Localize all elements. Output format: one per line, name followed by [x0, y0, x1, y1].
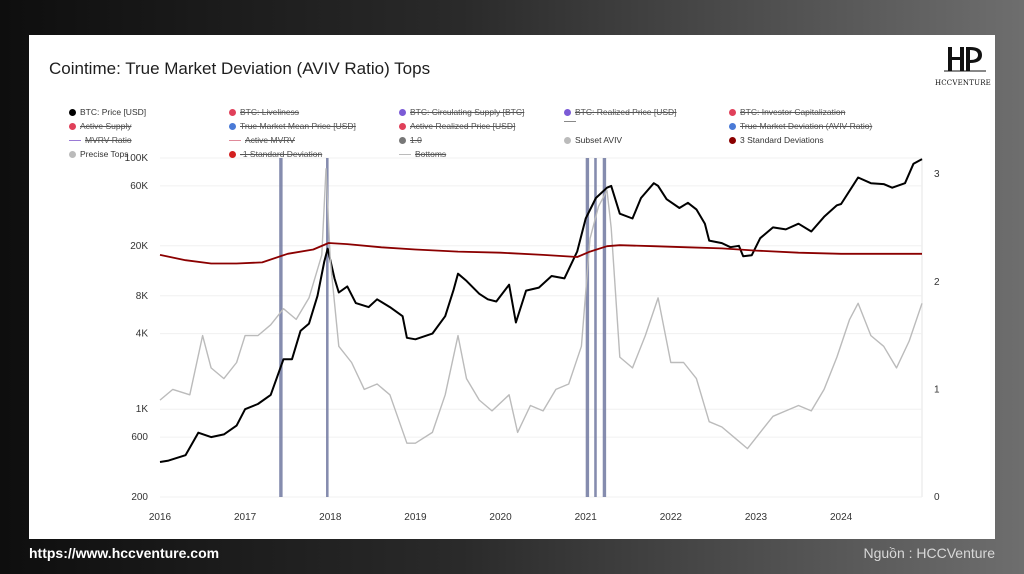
legend-label: Subset AVIV [575, 135, 623, 145]
x-tick-label: 2017 [234, 512, 257, 523]
legend-marker-icon [399, 108, 406, 116]
precise-top-band [279, 158, 283, 497]
legend-marker-icon [729, 122, 736, 130]
legend-item[interactable]: Active Supply [69, 121, 132, 131]
legend-label: BTC: Realized Price [USD] [575, 107, 677, 117]
precise-tops [279, 158, 607, 497]
chart-legend: BTC: Price [USD] BTC: Liveliness BTC: Circ… [69, 107, 929, 163]
legend-item[interactable]: Bottoms [399, 149, 446, 159]
grid [160, 157, 923, 498]
y-right-tick-label: 2 [934, 277, 940, 288]
legend-marker-icon [399, 122, 406, 130]
series-line [159, 158, 923, 463]
series-line [159, 168, 923, 450]
legend-label: BTC: Liveliness [240, 107, 300, 117]
x-tick-label: 2016 [149, 512, 172, 523]
y-left-tick-label: 60K [130, 181, 148, 192]
legend-label: BTC: Investor Capitalization [740, 107, 846, 117]
x-tick-label: 2019 [404, 512, 427, 523]
legend-label: MVRV Ratio [85, 135, 132, 145]
legend-marker-icon [69, 139, 81, 141]
y-left-tick-label: 20K [130, 241, 148, 252]
legend-label: 3 Standard Deviations [740, 135, 824, 145]
precise-top-band [602, 158, 607, 497]
brand-logo [944, 47, 986, 72]
y-left-tick-label: 600 [131, 432, 148, 443]
legend-marker-icon [229, 122, 236, 130]
brand-logo-text: HCCVENTURE [934, 79, 991, 87]
legend-marker-icon [69, 122, 76, 130]
legend-marker-icon [69, 150, 76, 158]
legend-item[interactable]: BTC: Realized Price [USD] [564, 107, 677, 117]
legend-label: Precise Tops [80, 149, 129, 159]
legend-marker-icon [564, 136, 571, 144]
chart-plot: 100K 60K 20K 8K 4K 1K 600 200 3 2 1 0 2016 2017 2018 20… [125, 153, 940, 523]
series-line [159, 242, 922, 265]
x-tick-label: 2023 [745, 512, 768, 523]
legend-label: Active Realized Price [USD] [410, 121, 516, 131]
chart-title: Cointime: True Market Deviation (AVIV Ra… [49, 59, 431, 78]
legend-marker-icon [729, 136, 736, 144]
x-tick-label: 2022 [660, 512, 683, 523]
legend-label: BTC: Circulating Supply [BTC] [410, 107, 525, 117]
legend-item[interactable]: MVRV Ratio [69, 135, 132, 145]
legend-item[interactable]: True Market Mean Price [USD] [229, 121, 356, 131]
legend-label: Bottoms [415, 149, 447, 159]
footer-source: Nguồn : HCCVenture [863, 545, 995, 561]
legend-label: Active Supply [80, 121, 132, 131]
legend-marker-icon [229, 108, 236, 116]
legend-label: BTC: Price [USD] [80, 107, 147, 117]
legend-item[interactable]: Active Realized Price [USD] [399, 121, 515, 131]
y-left-tick-label: 200 [131, 492, 148, 503]
y-left-tick-label: 1K [136, 404, 149, 415]
legend-item[interactable]: True Market Deviation (AVIV Ratio) [729, 121, 872, 131]
legend-marker-icon [564, 121, 576, 122]
legend-marker-icon [564, 108, 571, 116]
x-tick-label: 2024 [830, 512, 853, 523]
legend-marker-icon [229, 150, 236, 158]
legend-marker-icon [69, 108, 76, 116]
legend-item[interactable]: BTC: Investor Capitalization [729, 107, 845, 117]
y-left-tick-label: 8K [136, 291, 149, 302]
y-right-tick-label: 3 [934, 169, 940, 180]
legend-item[interactable]: Subset AVIV [564, 135, 622, 145]
precise-top-band [594, 158, 597, 497]
chart-card: 100K 60K 20K 8K 4K 1K 600 200 3 2 1 0 2016 2017 2018 20… [29, 35, 995, 539]
legend-item[interactable]: BTC: Liveliness [229, 107, 299, 117]
precise-top-band [585, 158, 590, 497]
legend-label: True Market Mean Price [USD] [240, 121, 356, 131]
legend-marker-icon [229, 139, 241, 141]
y-left-tick-label: 4K [136, 329, 149, 340]
legend-label: -1 Standard Deviation [240, 149, 323, 159]
legend-item[interactable]: BTC: Circulating Supply [BTC] [399, 107, 524, 117]
legend-label: Active MVRV [245, 135, 295, 145]
legend-label: 1.0 [410, 135, 422, 145]
footer-url[interactable]: https://www.hccventure.com [29, 545, 220, 561]
precise-top-band [326, 158, 329, 497]
legend-item[interactable]: Active MVRV [229, 135, 295, 145]
legend-marker-icon [399, 136, 406, 144]
legend-item[interactable]: 3 Standard Deviations [729, 135, 824, 145]
x-tick-label: 2020 [489, 512, 512, 523]
legend-item[interactable]: -1 Standard Deviation [229, 149, 322, 159]
legend-item[interactable]: BTC: Price [USD] [69, 107, 146, 117]
axes: 100K 60K 20K 8K 4K 1K 600 200 3 2 1 0 2016 2017 2018 20… [125, 153, 940, 523]
legend-item[interactable]: 1.0 [399, 135, 422, 145]
legend-item[interactable]: Precise Tops [69, 149, 129, 159]
y-right-tick-label: 0 [934, 492, 940, 503]
legend-marker-icon [729, 108, 736, 116]
legend-item[interactable] [564, 121, 580, 122]
x-tick-label: 2018 [319, 512, 342, 523]
legend-label: True Market Deviation (AVIV Ratio) [740, 121, 873, 131]
series-lines [159, 158, 923, 463]
y-left-tick-label: 100K [125, 153, 149, 164]
legend-marker-icon [399, 153, 411, 155]
y-right-tick-label: 1 [934, 384, 940, 395]
x-tick-label: 2021 [575, 512, 598, 523]
